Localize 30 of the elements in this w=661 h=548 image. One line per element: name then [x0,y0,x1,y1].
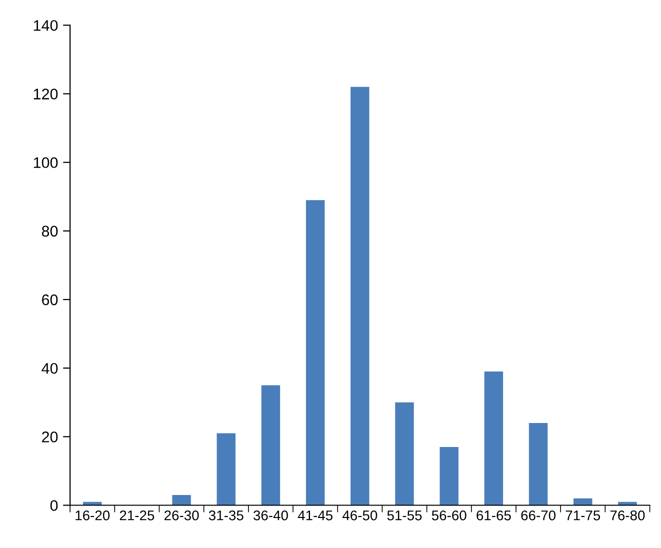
y-tick-label: 0 [50,500,58,511]
x-tick-label: 76-80 [610,510,645,520]
x-tick-label: 51-55 [387,510,422,520]
bar [172,494,191,506]
bar [484,372,504,506]
x-tick-label: 21-25 [120,510,154,520]
x-tick-label: 46-50 [342,510,378,520]
x-tick-label: 26-30 [164,510,199,520]
bar [261,385,280,506]
bar [528,422,548,506]
x-tick-label: 41-45 [298,510,333,520]
y-tick-label: 60 [42,294,58,306]
y-tick-label: 40 [42,362,58,374]
bar [306,200,325,506]
y-tick-label: 20 [42,432,58,442]
x-tick-label: 61-65 [476,510,511,520]
y-tick-label: 80 [42,226,58,237]
x-tick-label: 56-60 [432,510,466,520]
x-tick-label: 36-40 [254,510,288,520]
bar [395,402,414,506]
x-tick-label: 71-75 [566,510,600,520]
bar [350,86,370,506]
y-tick-label: 100 [34,157,58,168]
x-tick-label: 16-20 [76,510,110,520]
y-tick-label: 120 [34,88,58,100]
bar [440,446,458,506]
y-tick-label: 140 [34,20,58,31]
bar [216,433,236,506]
x-tick-label: 31-35 [208,510,244,520]
x-tick-label: 66-70 [521,510,556,520]
